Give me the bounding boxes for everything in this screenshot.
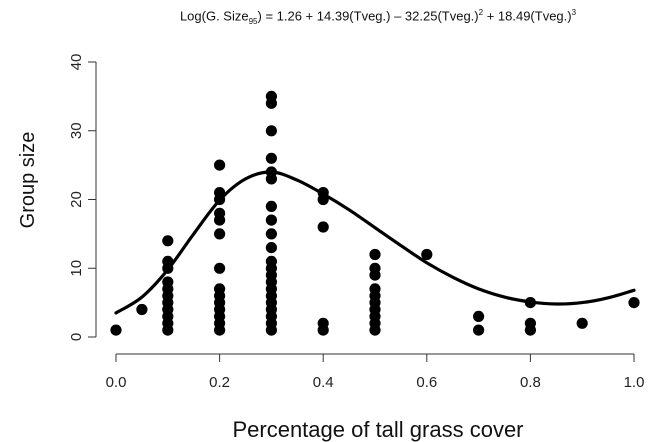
data-point bbox=[214, 187, 226, 199]
data-points bbox=[110, 90, 640, 336]
data-point bbox=[214, 262, 226, 274]
y-tick-label: 10 bbox=[68, 260, 85, 277]
x-tick-label: 0.6 bbox=[416, 374, 437, 391]
data-point bbox=[524, 297, 537, 309]
x-tick-label: 0.8 bbox=[520, 374, 541, 391]
title-superscript-3: 3 bbox=[571, 8, 577, 17]
data-point bbox=[265, 152, 277, 164]
data-point bbox=[473, 324, 485, 336]
data-point bbox=[214, 228, 226, 240]
plot-axes: 0.0 0.2 0.4 0.6 0.8 1.0 0 10 20 30 40 bbox=[68, 54, 644, 391]
data-point bbox=[369, 262, 381, 274]
data-point bbox=[473, 310, 485, 322]
title-part-b: ) = 1.26 + 14.39(Tveg.) – 32.25(Tveg.) bbox=[257, 8, 479, 24]
data-point bbox=[265, 90, 277, 102]
data-point bbox=[265, 166, 277, 178]
data-point bbox=[265, 242, 277, 254]
fit-curve bbox=[114, 170, 636, 315]
x-tick-label: 0.4 bbox=[313, 374, 334, 391]
title-part-a: Log(G. Size bbox=[179, 8, 249, 24]
title-part-c: + 18.49(Tveg.) bbox=[483, 8, 572, 24]
data-point bbox=[136, 303, 148, 316]
data-point bbox=[265, 125, 277, 137]
x-tick-label: 1.0 bbox=[624, 374, 645, 391]
data-point bbox=[265, 255, 277, 267]
data-point bbox=[421, 248, 433, 261]
data-point bbox=[162, 276, 174, 288]
x-tick-label: 0.0 bbox=[106, 374, 127, 391]
y-tick-label: 30 bbox=[68, 122, 85, 139]
data-point bbox=[317, 317, 329, 329]
data-point bbox=[265, 200, 277, 212]
y-tick-label: 0 bbox=[68, 333, 85, 341]
data-point bbox=[628, 297, 640, 309]
data-point bbox=[265, 228, 277, 240]
fit-curve-layer bbox=[114, 170, 636, 315]
data-point bbox=[110, 324, 122, 336]
data-point bbox=[214, 207, 226, 219]
data-point bbox=[162, 255, 174, 267]
title-subscript: 95 bbox=[248, 16, 258, 26]
x-axis-label: Percentage of tall grass cover bbox=[232, 417, 523, 442]
data-point bbox=[369, 283, 381, 295]
data-point bbox=[369, 248, 381, 261]
data-point bbox=[162, 235, 174, 247]
y-tick-label: 40 bbox=[68, 54, 85, 71]
x-tick-label: 0.2 bbox=[209, 374, 230, 391]
data-point bbox=[265, 214, 277, 226]
data-point bbox=[524, 317, 537, 329]
data-point bbox=[317, 187, 329, 199]
data-point bbox=[214, 283, 226, 295]
data-point bbox=[317, 221, 329, 233]
title-superscript-2: 2 bbox=[478, 8, 484, 17]
data-point bbox=[576, 317, 588, 329]
y-tick-label: 20 bbox=[68, 191, 85, 208]
y-axis-label: Group size bbox=[17, 132, 39, 229]
data-point bbox=[214, 159, 226, 171]
chart-title: Log(G. Size95) = 1.26 + 14.39(Tveg.) – 3… bbox=[100, 8, 656, 26]
